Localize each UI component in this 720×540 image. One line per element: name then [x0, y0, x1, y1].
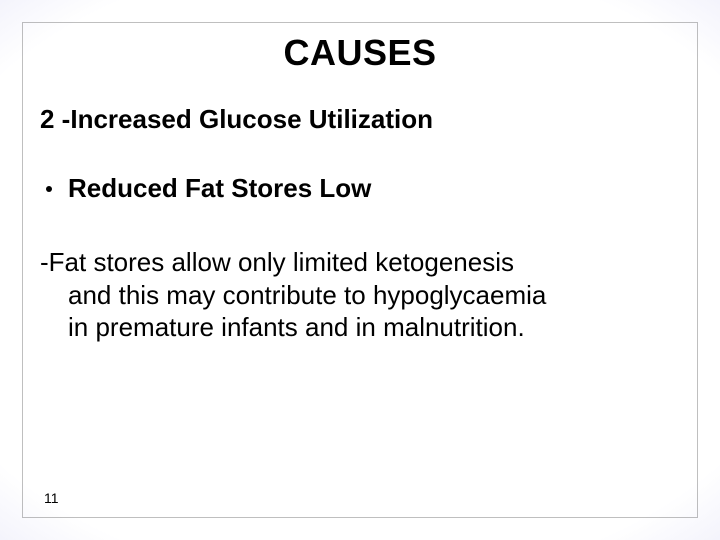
slide-title: CAUSES — [40, 32, 680, 74]
page-number: 11 — [44, 490, 59, 506]
slide-frame: CAUSES 2 -Increased Glucose Utilization … — [0, 0, 720, 540]
paragraph-line-2: and this may contribute to hypoglycaemia — [40, 279, 680, 312]
bullet-dot-icon — [46, 186, 52, 192]
bullet-item: Reduced Fat Stores Low — [40, 173, 680, 204]
bullet-text: Reduced Fat Stores Low — [68, 173, 371, 204]
body-paragraph: -Fat stores allow only limited ketogenes… — [40, 246, 680, 344]
paragraph-line-3: in premature infants and in malnutrition… — [40, 311, 680, 344]
slide-subtitle: 2 -Increased Glucose Utilization — [40, 104, 680, 135]
slide-content: CAUSES 2 -Increased Glucose Utilization … — [40, 28, 680, 512]
paragraph-line-1: -Fat stores allow only limited ketogenes… — [40, 247, 514, 277]
